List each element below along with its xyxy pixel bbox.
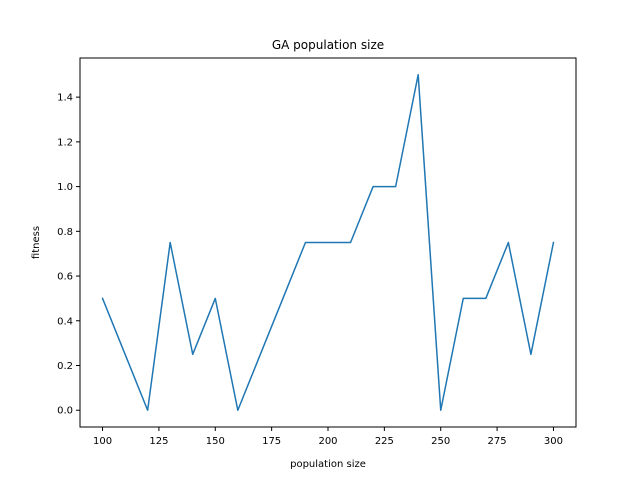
y-tick-label: 0.2 (57, 361, 73, 372)
series-line (101, 74, 555, 411)
y-tick-label: 0.4 (57, 316, 73, 327)
x-tick-label: 250 (431, 436, 450, 447)
x-tick-label: 150 (206, 436, 225, 447)
series-layer (101, 74, 555, 411)
y-tick-label: 1.4 (57, 93, 73, 104)
x-tick-label: 100 (93, 436, 112, 447)
x-tick-label: 275 (488, 436, 507, 447)
x-axis-ticks: 100 125 150 175 200 225 250 275 300 (93, 427, 563, 447)
y-axis-ticks: 0.0 0.2 0.4 0.6 0.8 1.0 1.2 1.4 (57, 93, 80, 417)
y-tick-label: 0.0 (57, 406, 73, 417)
y-tick-label: 0.6 (57, 272, 73, 283)
y-tick-label: 1.0 (57, 182, 73, 193)
y-axis-label: fitness (31, 226, 42, 259)
y-tick-label: 0.8 (57, 227, 73, 238)
chart-title: GA population size (272, 38, 384, 52)
x-axis-label: population size (290, 459, 366, 470)
x-tick-label: 200 (318, 436, 337, 447)
x-tick-label: 125 (149, 436, 168, 447)
y-tick-label: 1.2 (57, 137, 73, 148)
x-tick-label: 175 (262, 436, 281, 447)
x-tick-label: 300 (544, 436, 563, 447)
x-tick-label: 225 (375, 436, 394, 447)
